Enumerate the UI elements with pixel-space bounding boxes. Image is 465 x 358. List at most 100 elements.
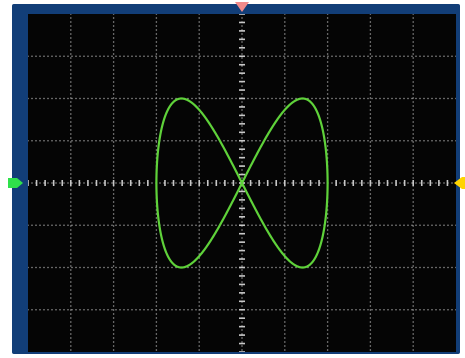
grid-dot xyxy=(198,333,200,335)
grid-dot xyxy=(284,105,286,107)
grid-dot xyxy=(70,317,72,319)
grid-dot xyxy=(271,309,273,311)
grid-dot xyxy=(395,224,397,226)
grid-dot xyxy=(369,169,372,171)
grid-dot xyxy=(412,161,414,163)
grid-dot xyxy=(195,97,197,100)
grid-dot xyxy=(267,266,269,269)
grid-dot xyxy=(343,224,345,226)
grid-dot xyxy=(284,85,286,87)
grid-dot xyxy=(412,157,414,159)
grid-dot xyxy=(323,97,325,100)
grid-dot xyxy=(112,241,115,243)
grid-dot xyxy=(139,309,141,311)
grid-dot xyxy=(70,125,72,127)
grid-dot xyxy=(199,309,201,311)
grid-dot xyxy=(412,289,414,291)
grid-dot xyxy=(407,97,409,100)
grid-dot xyxy=(331,55,333,57)
grid-dot xyxy=(369,293,372,295)
grid-dot xyxy=(67,309,69,311)
grid-dot xyxy=(284,245,286,247)
grid-dot xyxy=(198,253,200,255)
grid-dot xyxy=(241,117,243,119)
grid-dot xyxy=(326,233,329,235)
grid-dot xyxy=(267,224,269,226)
grid-dot xyxy=(419,140,421,142)
grid-dot xyxy=(326,349,329,351)
grid-dot xyxy=(35,266,37,269)
grid-dot xyxy=(369,277,372,279)
grid-dot xyxy=(155,341,158,343)
arrow-right-icon[interactable] xyxy=(8,176,24,190)
grid-dot xyxy=(335,224,337,226)
grid-dot xyxy=(63,182,65,184)
grid-dot xyxy=(70,337,72,339)
grid-dot xyxy=(369,261,372,263)
grid-dot xyxy=(326,101,329,103)
grid-dot xyxy=(70,189,72,191)
grid-dot xyxy=(87,55,89,57)
grid-dot xyxy=(375,182,377,184)
grid-dot xyxy=(147,309,149,311)
grid-dot xyxy=(70,349,72,351)
grid-dot xyxy=(241,261,243,263)
grid-dot xyxy=(431,140,433,142)
grid-dot xyxy=(323,55,325,57)
grid-dot xyxy=(35,97,37,100)
grid-dot xyxy=(241,69,243,71)
grid-dot xyxy=(198,41,200,43)
grid-dot xyxy=(103,140,105,142)
grid-dot xyxy=(155,121,158,123)
grid-dot xyxy=(112,145,115,147)
grid-dot xyxy=(219,55,221,57)
grid-dot xyxy=(241,169,243,171)
grid-dot xyxy=(203,309,205,311)
grid-dot xyxy=(447,55,449,57)
grid-dot xyxy=(155,69,158,71)
grid-dot xyxy=(198,137,200,139)
grid-dot xyxy=(139,55,141,57)
grid-dot xyxy=(70,89,72,91)
grid-dot xyxy=(251,309,253,311)
grid-dot xyxy=(307,224,309,226)
grid-dot xyxy=(112,37,115,39)
grid-dot xyxy=(70,77,72,79)
grid-dot xyxy=(369,17,372,19)
grid-dot xyxy=(112,245,115,247)
grid-dot xyxy=(412,61,414,63)
grid-dot xyxy=(412,221,414,223)
arrow-left-icon[interactable] xyxy=(454,177,465,189)
grid-dot xyxy=(369,285,372,287)
grid-dot xyxy=(167,309,169,311)
grid-dot xyxy=(399,266,401,269)
grid-dot xyxy=(175,55,177,57)
grid-dot xyxy=(71,309,73,311)
triangle-down-icon[interactable] xyxy=(235,2,249,14)
grid-dot xyxy=(427,97,429,100)
grid-dot xyxy=(369,305,372,307)
grid-dot xyxy=(83,224,85,226)
grid-dot xyxy=(369,45,372,47)
grid-dot xyxy=(307,266,309,269)
center-axis-tick xyxy=(239,199,245,201)
center-axis-tick xyxy=(164,180,166,186)
grid-dot xyxy=(279,55,281,57)
grid-dot xyxy=(355,309,357,311)
grid-dot xyxy=(319,97,321,100)
grid-dot xyxy=(70,137,72,139)
grid-dot xyxy=(70,233,72,235)
grid-dot xyxy=(383,140,385,142)
grid-dot xyxy=(295,309,297,311)
grid-dot xyxy=(412,137,414,139)
grid-dot xyxy=(112,233,115,235)
grid-dot xyxy=(91,224,93,226)
grid-dot xyxy=(439,224,441,226)
grid-dot xyxy=(119,140,121,142)
center-axis-tick xyxy=(335,180,337,186)
grid-dot xyxy=(439,55,441,57)
grid-dot xyxy=(112,109,115,111)
grid-dot xyxy=(139,97,141,100)
grid-dot xyxy=(339,266,341,269)
grid-dot xyxy=(187,266,189,269)
